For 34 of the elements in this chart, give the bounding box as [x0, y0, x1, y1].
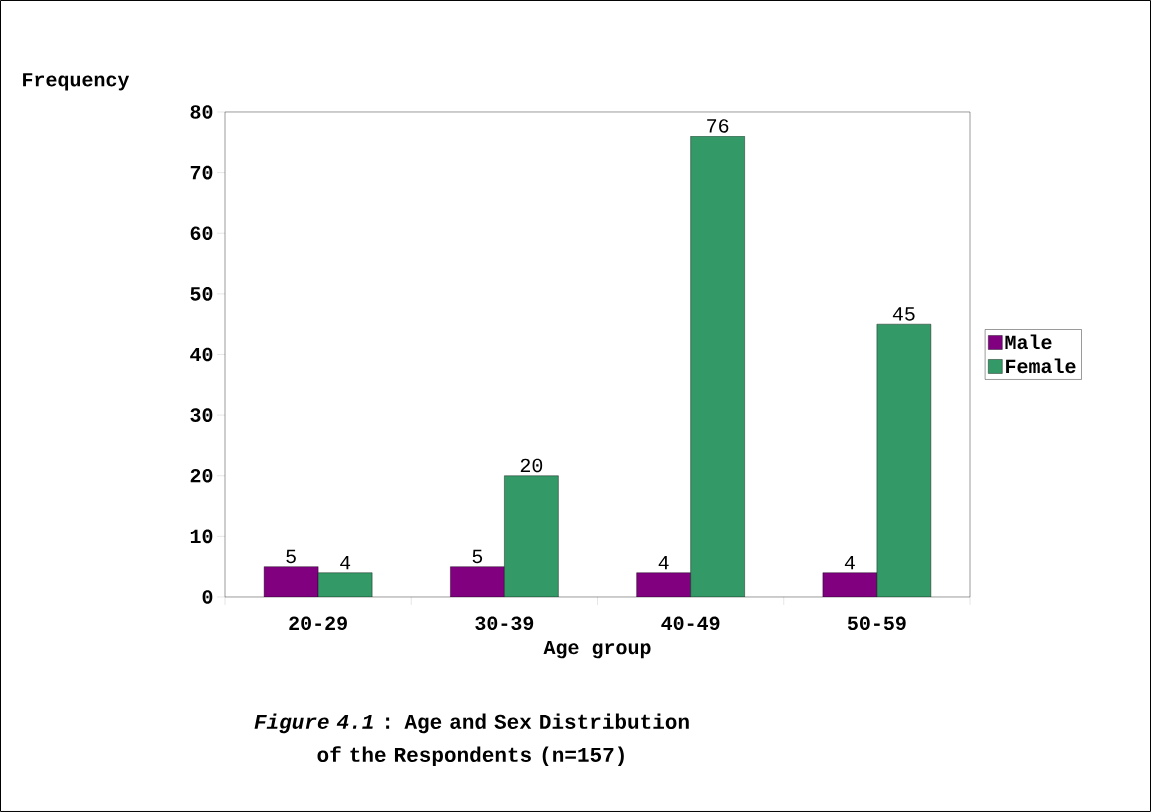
- y-tick-label: 70: [190, 165, 213, 180]
- data-label: 45: [892, 307, 915, 321]
- bar: [317, 572, 373, 597]
- y-tick-label: 50: [190, 287, 213, 301]
- data-label: 5: [286, 549, 296, 564]
- y-tick-label: 30: [190, 408, 213, 422]
- y-tick-label: 60: [190, 226, 213, 241]
- x-axis-title: Age group: [543, 640, 651, 659]
- bar: [636, 572, 691, 597]
- text: Figure 4.1 : Age and Sex Distribution of the Respondents (n=157): [254, 713, 689, 767]
- bar: [504, 475, 559, 597]
- y-tick-label: 20: [190, 468, 213, 483]
- bar: [822, 572, 878, 597]
- data-label: 20: [520, 458, 543, 473]
- x-tick-label: 20-29: [289, 616, 347, 631]
- x-tick-label: 40-49: [661, 616, 720, 631]
- data-label: 76: [707, 119, 729, 133]
- data-label: 4: [844, 556, 855, 570]
- legend-label: Female: [1006, 358, 1076, 374]
- data-label: 4: [658, 556, 669, 570]
- bar: [450, 566, 505, 597]
- data-label: 4: [340, 556, 351, 570]
- bar: [263, 566, 319, 597]
- y-axis-title: Frequency: [23, 73, 130, 91]
- y-tick-label: 40: [190, 347, 213, 362]
- x-tick-label: 50-59: [847, 616, 906, 631]
- legend-label: Male: [1005, 334, 1052, 350]
- bar: [690, 136, 745, 597]
- y-tick-label: 80: [190, 105, 213, 119]
- data-label: 5: [472, 549, 483, 564]
- y-tick-label: 0: [202, 590, 213, 604]
- x-tick-label: 30-39: [475, 616, 534, 631]
- bar: [876, 323, 932, 597]
- y-tick-label: 10: [190, 529, 213, 544]
